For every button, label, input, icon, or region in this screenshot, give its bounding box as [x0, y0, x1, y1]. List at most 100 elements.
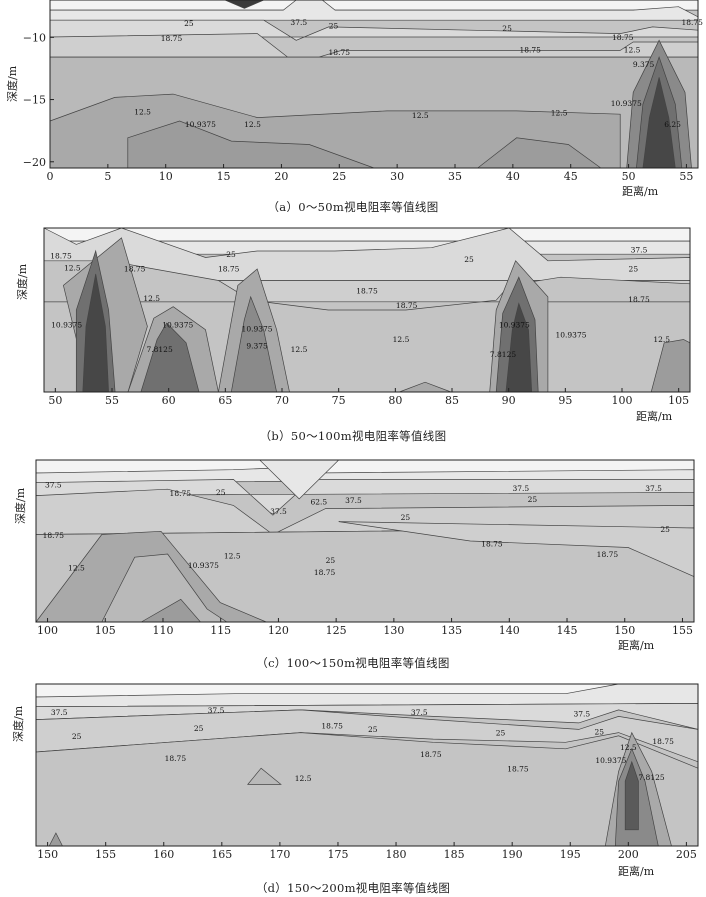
contour-label: 12.5: [244, 120, 261, 129]
contour-label: 12.5: [653, 335, 670, 344]
contour-label: 37.5: [645, 484, 662, 493]
y-axis-label-d: 深度/m: [12, 705, 25, 742]
contour-region: [35, 732, 699, 847]
contour-label: 25: [464, 255, 474, 264]
caption-c: （c）100～150m视电阻率等值线图: [256, 656, 450, 670]
contour-fill-group: [35, 683, 699, 847]
x-tick-label: 65: [218, 394, 232, 407]
x-tick-label: 130: [383, 624, 404, 637]
contour-label: 9.375: [246, 341, 268, 350]
contour-label: 18.75: [481, 539, 503, 548]
contour-label: 18.75: [43, 531, 65, 540]
contour-label: 25: [528, 495, 538, 504]
x-tick-label: 5: [104, 170, 111, 183]
x-tick-label: 100: [612, 394, 633, 407]
x-tick-label: 140: [499, 624, 520, 637]
plot-frame: [49, 0, 699, 169]
contour-region: [224, 0, 264, 9]
contour-label: 37.5: [208, 706, 225, 715]
x-tick-label: 115: [210, 624, 231, 637]
contour-label: 12.5: [143, 294, 160, 303]
x-tick-label: 50: [48, 394, 62, 407]
x-tick-label: 90: [502, 394, 516, 407]
contour-label: 18.75: [329, 48, 351, 57]
x-tick-label: 30: [390, 170, 404, 183]
contour-plot-a: 0 5 10 15 20 25 30 35 40 45 50 55 −10 −15 −20 37.5 25 25 2…: [23, 0, 703, 183]
x-axis-label-c: 距离/m: [618, 639, 655, 652]
x-tick-label: 15: [217, 170, 231, 183]
x-tick-label: 40: [506, 170, 520, 183]
contour-label: 18.75: [628, 295, 650, 304]
contour-label: 62.5: [310, 497, 327, 506]
caption-d: （d）150～200m视电阻率等值线图: [255, 881, 451, 895]
contour-label: 25: [401, 513, 411, 522]
contour-label: 37.5: [290, 18, 307, 27]
contour-label: 18.75: [519, 45, 541, 54]
x-tick-label: 165: [211, 848, 232, 861]
contour-label: 25: [72, 732, 82, 741]
contour-label: 18.75: [161, 34, 183, 43]
x-tick-label: 35: [448, 170, 462, 183]
contour-label: 37.5: [51, 708, 68, 717]
x-axis-label-a: 距离/m: [622, 185, 659, 198]
plot-frame: [43, 227, 691, 393]
contour-region: [49, 0, 699, 21]
x-axis-label-b: 距离/m: [636, 410, 673, 423]
contour-label: 25: [660, 525, 670, 534]
x-tick-label: 50: [622, 170, 636, 183]
contour-plot-c: 100 105 110 115 120 125 130 135 140 145 150 155 37.5…: [35, 459, 695, 637]
contour-label: 25: [496, 729, 506, 738]
contour-label: 10.9375: [611, 99, 642, 108]
contour-fill-group: [43, 227, 691, 393]
contour-label: 37.5: [574, 709, 591, 718]
contour-label: 37.5: [270, 507, 287, 516]
contour-label: 18.75: [314, 568, 336, 577]
contour-label: 7.8125: [490, 350, 516, 359]
contour-panel-d: 150 155 160 165 170 175 180 185 190 195 200 205 37.5…: [0, 676, 706, 897]
x-tick-label: 150: [37, 848, 58, 861]
contour-label: 7.8125: [638, 773, 664, 782]
contour-label: 12.5: [620, 743, 637, 752]
x-tick-label: 95: [558, 394, 572, 407]
contour-label: 37.5: [512, 484, 529, 493]
contour-label: 10.9375: [185, 120, 216, 129]
x-tick-label: 195: [560, 848, 581, 861]
contour-label: 37.5: [45, 481, 62, 490]
contour-region: [247, 767, 282, 785]
contour-label: 12.5: [134, 107, 151, 116]
contour-panel-b: 50 55 60 65 70 75 80 85 90 95 100 105 18.75 12.5 25 18.…: [0, 224, 706, 449]
y-tick-label: −15: [23, 94, 46, 107]
y-tick-label: −10: [23, 31, 46, 44]
contour-label: 10.9375: [51, 321, 82, 330]
plot-frame: [35, 683, 699, 847]
contour-label: 18.75: [396, 301, 418, 310]
contour-region: [624, 760, 639, 831]
x-tick-label: 100: [37, 624, 58, 637]
caption-b: （b）50～100m视电阻率等值线图: [259, 429, 447, 443]
x-tick-label: 150: [614, 624, 635, 637]
x-tick-label: 85: [445, 394, 459, 407]
contour-label: 25: [184, 19, 194, 28]
contour-label: 25: [368, 725, 378, 734]
contour-label: 18.75: [356, 287, 378, 296]
contour-label: 18.75: [124, 265, 146, 274]
contour-label: 12.5: [68, 563, 85, 572]
contour-label: 25: [329, 22, 339, 31]
x-tick-label: 0: [47, 170, 54, 183]
x-tick-label: 205: [676, 848, 697, 861]
contour-label: 10.9375: [499, 321, 530, 330]
contour-label: 18.75: [652, 737, 674, 746]
x-axis-label-d: 距离/m: [618, 865, 655, 878]
x-tick-label: 190: [502, 848, 523, 861]
contour-region: [49, 0, 699, 11]
contour-label: 25: [595, 727, 605, 736]
x-tick-label: 45: [564, 170, 578, 183]
x-tick-label: 145: [557, 624, 578, 637]
contour-label: 12.5: [291, 345, 308, 354]
x-tick-label: 180: [386, 848, 407, 861]
contour-label: 18.75: [681, 18, 703, 27]
contour-label: 25: [629, 265, 639, 274]
x-tick-label: 105: [95, 624, 116, 637]
x-tick-label: 105: [668, 394, 689, 407]
contour-label: 12.5: [551, 109, 568, 118]
